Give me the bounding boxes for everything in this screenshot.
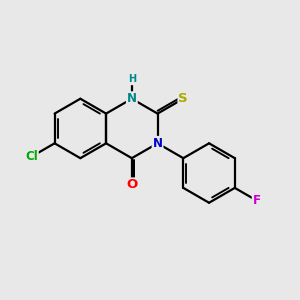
- Text: F: F: [253, 194, 261, 207]
- Text: Cl: Cl: [25, 150, 38, 163]
- Text: N: N: [153, 137, 163, 150]
- Text: H: H: [128, 74, 136, 84]
- Text: S: S: [178, 92, 188, 105]
- Text: O: O: [126, 178, 137, 191]
- Text: N: N: [127, 92, 137, 105]
